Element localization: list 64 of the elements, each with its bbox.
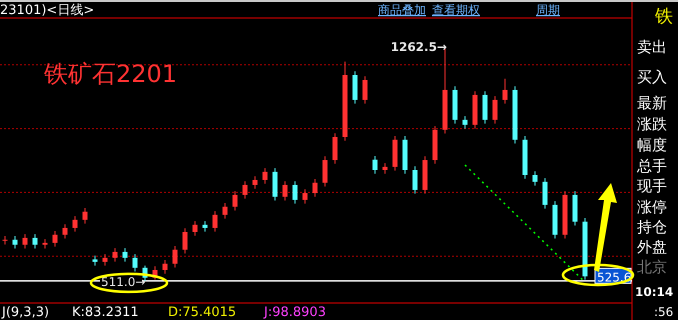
candlestick	[32, 234, 38, 249]
text: 涨停	[637, 198, 667, 216]
candlestick	[212, 210, 218, 232]
candlestick	[242, 180, 248, 200]
text: 现手	[637, 177, 667, 195]
text: 周期	[536, 3, 560, 17]
annotation: 1262.5→	[390, 40, 447, 54]
candlestick	[532, 170, 538, 186]
text: 商品叠加	[378, 3, 426, 17]
text: 总手	[636, 157, 667, 175]
candlestick	[42, 238, 48, 249]
candlestick	[292, 180, 298, 204]
candlestick	[172, 246, 178, 268]
candlestick	[502, 78, 508, 104]
candlestick	[282, 180, 288, 202]
text: 10:14	[635, 285, 674, 299]
candlestick	[112, 248, 118, 262]
candlestick	[102, 254, 108, 266]
candlestick	[492, 96, 498, 124]
candlestick	[322, 156, 328, 188]
text: J(9,3,3)	[1, 305, 50, 320]
candlestick	[252, 176, 258, 190]
candlestick	[232, 190, 238, 211]
text: 卖出	[637, 38, 667, 56]
text: 查看期权	[432, 3, 480, 17]
annotation: 23101)<日线>	[0, 3, 94, 18]
text: 铁矿石2201	[43, 60, 178, 88]
candlestick	[12, 236, 18, 249]
candlestick	[122, 248, 128, 262]
candlestick	[202, 220, 208, 232]
candlestick	[72, 216, 78, 232]
text: 幅度	[637, 136, 667, 154]
candlestick	[372, 155, 378, 174]
text: J:98.8903	[263, 305, 326, 320]
candlestick	[262, 168, 268, 184]
candlestick	[412, 166, 418, 194]
candlestick	[82, 208, 88, 224]
candlestick	[162, 260, 168, 274]
candlestick	[192, 220, 198, 236]
text: 买入	[637, 68, 667, 86]
candlestick	[332, 132, 338, 164]
candlestick	[462, 116, 468, 130]
candlestick	[302, 188, 308, 204]
text: 铁	[654, 6, 673, 27]
text: 持仓	[637, 218, 667, 236]
text: 最新	[637, 94, 667, 112]
candlestick	[382, 162, 388, 174]
text: 外盘	[637, 238, 667, 256]
candlestick	[52, 230, 58, 248]
candlestick	[542, 178, 548, 210]
candlestick	[92, 255, 98, 266]
text: :56	[654, 305, 674, 319]
text: 北京	[637, 258, 667, 276]
text: 涨跌	[637, 115, 667, 133]
candlestick	[22, 234, 28, 249]
candlestick	[222, 202, 228, 220]
candlestick	[62, 224, 68, 240]
text: D:75.4015	[168, 305, 236, 320]
text: K:83.2311	[72, 305, 139, 320]
candlestick	[182, 228, 188, 254]
annotation: 511.0→	[101, 274, 146, 289]
candlestick	[132, 254, 138, 272]
candlestick	[362, 76, 368, 104]
candlestick	[312, 178, 318, 198]
